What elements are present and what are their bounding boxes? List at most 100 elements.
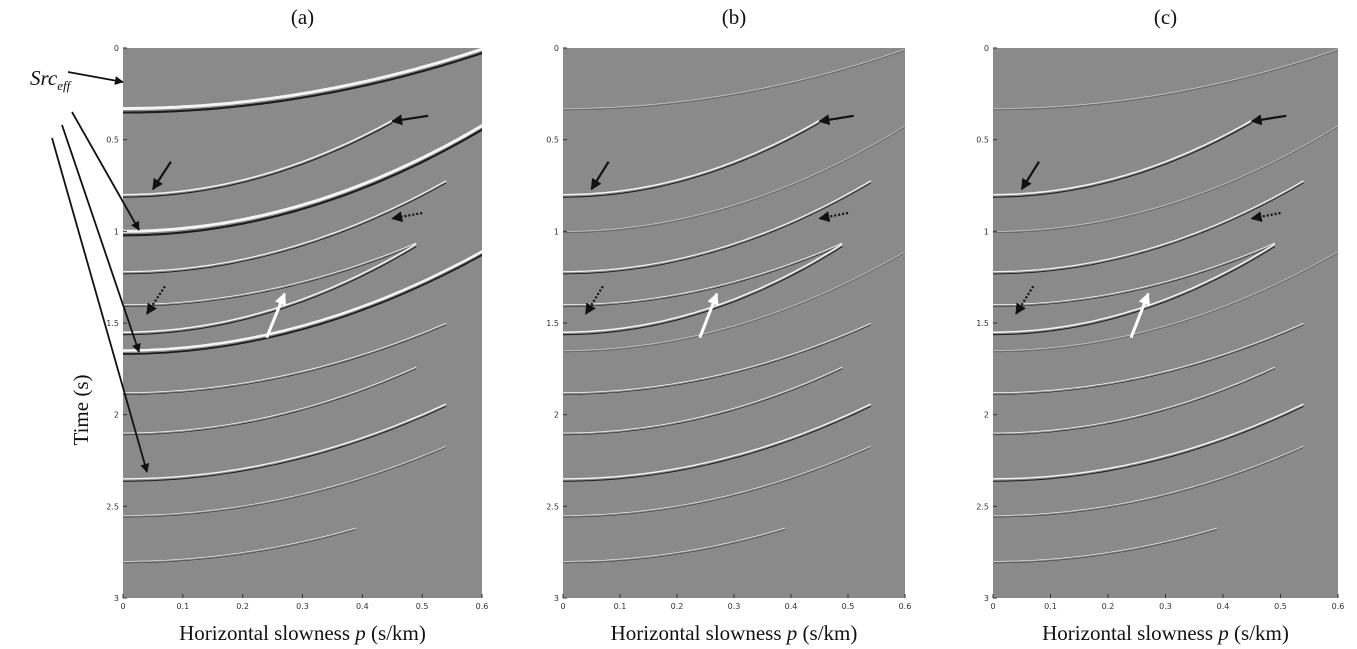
y-axis-label: Time (s)	[69, 375, 93, 446]
x-tick-label: 0.4	[1217, 602, 1230, 611]
event	[993, 366, 1275, 434]
event-shadow	[123, 128, 482, 237]
event	[993, 527, 1218, 562]
event	[123, 322, 447, 394]
event-shadow	[993, 182, 1304, 275]
y-tick-label: 0	[114, 44, 119, 53]
image-panel	[563, 48, 905, 598]
event-shadow	[123, 529, 357, 564]
x-label-part: Horizontal slowness	[611, 621, 782, 645]
arrow	[698, 292, 719, 339]
event-shadow	[123, 324, 447, 395]
event-shadow	[563, 126, 905, 233]
x-tick-label: 0.3	[296, 602, 309, 611]
event	[123, 366, 417, 434]
y-tick-label: 2	[984, 411, 989, 420]
x-tick-label: 0	[990, 602, 995, 611]
event-shadow	[123, 447, 447, 518]
panel-label: (b)	[722, 5, 747, 29]
event	[993, 322, 1304, 394]
events	[993, 48, 1338, 564]
src-arrow	[71, 111, 140, 231]
y-tick-label: 3	[984, 594, 989, 603]
y-tick-label: 0.5	[976, 136, 989, 145]
x-tick-label: 0.4	[356, 602, 369, 611]
image-panel	[123, 48, 482, 598]
event-shadow	[993, 405, 1304, 482]
event-shadow	[993, 529, 1218, 564]
arrow	[265, 292, 287, 339]
arrow	[1015, 285, 1035, 315]
arrow	[151, 161, 172, 191]
event	[123, 445, 447, 516]
x-tick-label: 0.3	[728, 602, 741, 611]
panel-label: (c)	[1154, 5, 1177, 29]
event	[993, 242, 1275, 306]
event	[563, 322, 871, 394]
x-tick-label: 0.2	[1102, 602, 1115, 611]
event	[123, 242, 417, 306]
event	[563, 125, 905, 232]
event	[123, 48, 482, 110]
y-tick-label: 0	[984, 44, 989, 53]
event-shadow	[993, 244, 1275, 307]
event-shadow	[993, 126, 1338, 233]
event	[563, 251, 905, 351]
event-shadow	[123, 51, 482, 114]
src-sub: eff	[57, 78, 72, 93]
x-tick-label: 0.5	[1274, 602, 1287, 611]
x-tick-label: 0.6	[476, 602, 489, 611]
event-shadow	[123, 368, 417, 436]
event-shadow	[993, 368, 1275, 436]
event-shadow	[123, 405, 447, 482]
event-shadow	[563, 368, 843, 436]
event-shadow	[563, 122, 820, 198]
event-shadow	[123, 254, 482, 355]
x-tick-label: 0.1	[176, 602, 189, 611]
y-tick-label: 1.5	[106, 319, 119, 328]
arrow	[391, 114, 429, 126]
event	[123, 243, 417, 333]
event	[993, 243, 1276, 333]
x-tick-label: 0.6	[1332, 602, 1345, 611]
x-tick-label: 0.1	[1044, 602, 1057, 611]
event	[563, 119, 820, 196]
event	[563, 48, 905, 109]
event	[993, 445, 1304, 516]
image-panel	[993, 48, 1338, 598]
arrow	[1250, 114, 1287, 126]
event-shadow	[563, 244, 843, 307]
event	[123, 403, 447, 480]
x-tick-label: 0.2	[671, 602, 684, 611]
y-tick-label: 2	[554, 411, 559, 420]
x-label-part: (s/km)	[371, 621, 426, 645]
y-tick-label: 1	[554, 227, 559, 236]
src-base: Src	[30, 66, 58, 90]
x-tick-label: 0.1	[614, 602, 627, 611]
event	[123, 527, 357, 562]
arrow	[391, 211, 423, 223]
event-shadow	[563, 324, 871, 395]
x-axis-label: Horizontal slowness p (s/km)	[611, 621, 858, 645]
event	[563, 445, 871, 516]
event	[993, 251, 1338, 351]
y-tick-label: 2	[114, 411, 119, 420]
y-tick-label: 2.5	[106, 502, 119, 511]
y-tick-label: 0.5	[106, 136, 119, 145]
event-shadow	[563, 405, 872, 482]
y-tick-label: 3	[114, 594, 119, 603]
src-label: Srceff	[30, 66, 73, 93]
event	[563, 242, 843, 306]
event-shadow	[563, 529, 786, 564]
x-tick-label: 0.4	[785, 602, 798, 611]
x-axis-label: Horizontal slowness p (s/km)	[179, 621, 426, 645]
arrow	[818, 114, 854, 126]
x-label-part: (s/km)	[803, 621, 858, 645]
y-tick-label: 2.5	[546, 502, 559, 511]
arrow	[1129, 292, 1150, 339]
x-label-part: Horizontal slowness	[179, 621, 350, 645]
event	[123, 180, 447, 273]
event	[563, 243, 843, 333]
arrow	[1250, 211, 1281, 223]
